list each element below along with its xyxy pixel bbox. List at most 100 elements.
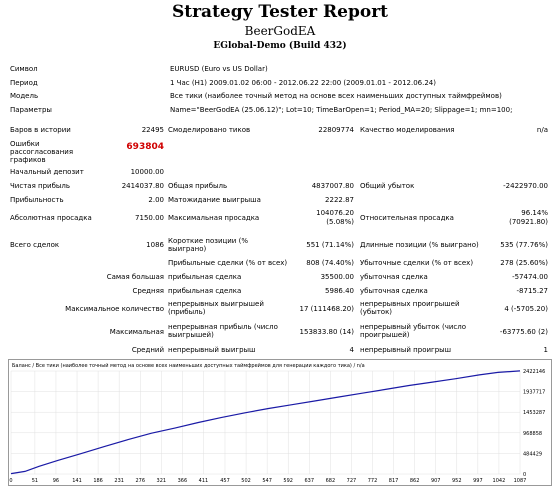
x-tick-label: 817 xyxy=(389,478,399,484)
symbol-label: Символ xyxy=(10,65,38,73)
long-positions-label: Длинные позиции (% выиграно) xyxy=(360,241,479,249)
avg-cons-wins-label: непрерывный выигрыш xyxy=(168,346,256,354)
gross-profit-label: Общая прибыль xyxy=(168,182,228,190)
average-label: Средняя xyxy=(132,287,164,295)
x-tick-label: 141 xyxy=(72,478,82,484)
avg-cons-label: Средний xyxy=(131,346,164,354)
bars-value: 22495 xyxy=(141,126,164,134)
max-cons-losses-value: 4 (-5705.20) xyxy=(504,305,548,313)
x-tick-label: 321 xyxy=(157,478,167,484)
max-cons-wins-value: 17 (111468.20) xyxy=(299,305,354,313)
deposit-value: 10000.00 xyxy=(130,168,164,176)
avg-cons-losses-label: непрерывный проигрыш xyxy=(360,346,452,354)
params-label: Параметры xyxy=(10,106,52,114)
ticks-value: 22809774 xyxy=(318,126,354,134)
average-loss-label: убыточная сделка xyxy=(360,287,428,295)
max-count-label: Максимальное количество xyxy=(65,305,164,313)
abs-drawdown-label: Абсолютная просадка xyxy=(10,214,92,222)
x-tick-label: 907 xyxy=(431,478,441,484)
largest-label: Самая большая xyxy=(106,273,164,281)
x-tick-label: 592 xyxy=(283,478,293,484)
report-title: Strategy Tester Report xyxy=(171,2,389,22)
params-value: Name="BeerGodEA (25.06.12)"; Lot=10; Tim… xyxy=(170,106,513,114)
loss-trades-label: Убыточные сделки (% от всех) xyxy=(360,259,474,267)
balance-chart: 2422146 1937717 1453287 968858 484429 0 0 51 96… xyxy=(8,359,552,486)
rel-drawdown-value: 96.14% xyxy=(521,209,548,217)
average-loss-value: -8715.27 xyxy=(516,287,548,295)
max-drawdown-percent: (5.08%) xyxy=(326,218,354,226)
x-tick-label: 547 xyxy=(262,478,272,484)
chart-grid xyxy=(10,370,521,475)
profit-trades-label: Прибыльные сделки (% от всех) xyxy=(168,259,288,267)
build-info: EGlobal-Demo (Build 432) xyxy=(213,41,347,51)
max-cons-loss-value: -63775.60 (2) xyxy=(499,328,548,336)
profit-trades-value: 808 (74.40%) xyxy=(306,259,354,267)
gross-loss-value: -2422970.00 xyxy=(503,182,548,190)
maximal-label: Максимальная xyxy=(109,328,164,336)
y-tick-label: 1453287 xyxy=(523,410,545,416)
avg-cons-losses-value: 1 xyxy=(543,346,548,354)
abs-drawdown-value: 7150.00 xyxy=(135,214,164,222)
total-trades-label: Всего сделок xyxy=(10,241,60,249)
y-tick-label: 0 xyxy=(523,472,526,478)
y-tick-label: 1937717 xyxy=(523,390,545,396)
y-tick-label: 484429 xyxy=(523,451,542,457)
largest-loss-value: -57474.00 xyxy=(512,273,548,281)
largest-profit-value: 35500.00 xyxy=(320,273,354,281)
max-drawdown-label: Максимальная просадка xyxy=(168,214,260,222)
deposit-label: Начальный депозит xyxy=(10,168,84,176)
profit-factor-label: Прибыльность xyxy=(10,196,64,204)
errors-value: 693804 xyxy=(126,142,164,152)
net-profit-label: Чистая прибыль xyxy=(10,182,71,190)
x-tick-label: 637 xyxy=(305,478,315,484)
x-tick-label: 0 xyxy=(9,478,12,484)
x-tick-label: 997 xyxy=(473,478,483,484)
model-label: Модель xyxy=(10,92,39,100)
avg-cons-wins-value: 4 xyxy=(349,346,354,354)
gross-loss-label: Общий убыток xyxy=(360,182,415,190)
largest-loss-label: убыточная сделка xyxy=(360,273,428,281)
max-cons-losses-label: непрерывных проигрышей (убыток) xyxy=(360,300,460,316)
x-tick-label: 366 xyxy=(178,478,188,484)
short-positions-value: 551 (71.14%) xyxy=(306,241,354,249)
x-tick-label: 862 xyxy=(410,478,420,484)
gross-profit-value: 4837007.80 xyxy=(311,182,354,190)
average-profit-label: прибыльная сделка xyxy=(168,287,242,295)
y-tick-label: 2422146 xyxy=(523,369,545,375)
x-tick-label: 1042 xyxy=(493,478,506,484)
max-cons-wins-label: непрерывных выигрышей (прибыль) xyxy=(168,300,264,316)
bars-label: Баров в истории xyxy=(10,126,71,134)
quality-label: Качество моделирования xyxy=(360,126,455,134)
max-cons-loss-label: непрерывный убыток (число проигрышей) xyxy=(360,323,467,339)
x-tick-label: 727 xyxy=(347,478,357,484)
quality-value: n/a xyxy=(536,126,548,134)
y-axis-labels: 2422146 1937717 1453287 968858 484429 0 xyxy=(523,369,545,478)
net-profit-value: 2414037.80 xyxy=(121,182,164,190)
x-tick-label: 186 xyxy=(93,478,103,484)
rel-drawdown-label: Относительная просадка xyxy=(360,214,454,222)
x-tick-label: 772 xyxy=(368,478,378,484)
chart-frame xyxy=(8,359,552,486)
profit-factor-value: 2.00 xyxy=(148,196,164,204)
short-positions-label: Короткие позиции (% выиграно) xyxy=(168,237,248,253)
x-tick-label: 682 xyxy=(326,478,336,484)
loss-trades-value: 278 (25.60%) xyxy=(500,259,548,267)
balance-line xyxy=(10,370,521,475)
x-tick-label: 231 xyxy=(114,478,124,484)
ea-name: BeerGodEA xyxy=(244,24,316,38)
expected-payoff-label: Матожидание выигрыша xyxy=(168,196,261,204)
period-value: 1 Час (H1) 2009.01.02 06:00 - 2012.06.22… xyxy=(170,79,436,87)
x-tick-label: 502 xyxy=(241,478,251,484)
x-tick-label: 96 xyxy=(53,478,59,484)
x-tick-label: 457 xyxy=(220,478,230,484)
max-cons-profit-label: непрерывная прибыль (число выигрышей) xyxy=(168,323,278,339)
y-tick-label: 968858 xyxy=(523,431,542,437)
x-tick-label: 51 xyxy=(32,478,38,484)
x-tick-label: 1087 xyxy=(514,478,527,484)
period-label: Период xyxy=(10,79,38,87)
rel-drawdown-amount: (70921.80) xyxy=(509,218,548,226)
ticks-label: Смоделировано тиков xyxy=(168,126,251,134)
largest-profit-label: прибыльная сделка xyxy=(168,273,242,281)
max-drawdown-value: 104076.20 xyxy=(316,209,354,217)
long-positions-value: 535 (77.76%) xyxy=(500,241,548,249)
